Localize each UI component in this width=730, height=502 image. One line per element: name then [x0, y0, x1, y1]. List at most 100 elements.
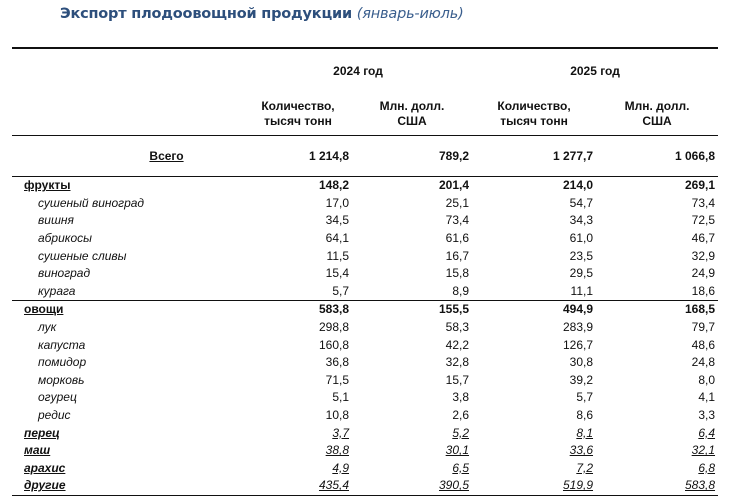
row-value: 8,9	[452, 283, 470, 298]
row-value: 2,6	[452, 408, 470, 423]
qty-header-2024: Количество, тысяч тонн	[244, 93, 352, 136]
row-value: 5,2	[452, 425, 470, 440]
row-value: 390,5	[352, 477, 473, 496]
row-value: 168,5	[596, 300, 719, 319]
row-value: 5,1	[332, 390, 349, 405]
row-label: морковь	[38, 372, 85, 387]
row-value: 4,1	[698, 390, 716, 405]
year-2025-header: 2025 год	[472, 47, 719, 93]
table-row: редис 10,8 2,6 8,6 3,3	[12, 407, 718, 425]
row-label: абрикосы	[38, 231, 92, 246]
table-row: вишня 34,5 73,4 34,3 72,5	[12, 212, 718, 230]
table-row: другие 435,4 390,5 519,9 583,8	[12, 477, 719, 496]
row-value: 11,1	[570, 283, 594, 298]
row-value: 519,9	[472, 477, 597, 496]
row-value: 15,8	[445, 266, 470, 281]
row-value: 5,7	[332, 283, 349, 298]
row-value: 42,2	[445, 337, 470, 352]
row-value: 34,3	[569, 213, 594, 228]
row-value: 23,5	[569, 248, 594, 263]
row-value: 15,4	[325, 266, 349, 281]
row-value: 61,0	[569, 231, 594, 246]
table-row: лук 298,8 58,3 283,9 79,7	[12, 319, 718, 337]
row-value: 8,0	[698, 372, 716, 387]
row-value: 4,9	[332, 460, 349, 475]
total-value: 789,2	[352, 135, 473, 177]
row-value: 126,7	[562, 337, 594, 352]
row-label: курага	[38, 283, 76, 298]
row-value: 583,8	[596, 477, 719, 496]
row-value: 79,7	[691, 320, 716, 335]
row-label: маш	[24, 443, 51, 458]
row-value: 155,5	[352, 300, 473, 319]
row-value: 33,6	[569, 443, 594, 458]
row-value: 72,5	[691, 213, 716, 228]
row-value: 160,8	[318, 337, 349, 352]
row-value: 435,4	[244, 477, 352, 496]
table-row: перец 3,7 5,2 8,1 6,4	[12, 424, 718, 442]
row-value: 16,7	[445, 248, 470, 263]
row-value: 32,8	[445, 355, 470, 370]
table-row: сушеные сливы 11,5 16,7 23,5 32,9	[12, 247, 718, 265]
row-label: перец	[24, 425, 60, 440]
row-value: 10,8	[325, 408, 349, 423]
row-label: вишня	[38, 213, 74, 228]
row-label: редис	[38, 408, 71, 423]
row-value: 494,9	[472, 300, 597, 319]
title-period: (январь-июль)	[356, 6, 464, 22]
total-value: 1 066,8	[596, 135, 719, 177]
table-row: капуста 160,8 42,2 126,7 48,6	[12, 336, 718, 354]
table-row: огурец 5,1 3,8 5,7 4,1	[12, 389, 718, 407]
table-row: маш 38,8 30,1 33,6 32,1	[12, 442, 718, 460]
row-value: 32,1	[691, 443, 716, 458]
row-label: арахис	[24, 460, 66, 475]
row-value: 30,8	[569, 355, 594, 370]
row-value: 25,1	[445, 195, 470, 210]
table-row: помидор 36,8 32,8 30,8 24,8	[12, 354, 718, 372]
table-row: виноград 15,4 15,8 29,5 24,9	[12, 265, 718, 283]
qty-header-2025: Количество, тысяч тонн	[472, 93, 597, 136]
row-value: 73,4	[691, 195, 716, 210]
table-title: Экспорт плодоовощной продукции (январь-и…	[60, 6, 464, 22]
table-row: морковь 71,5 15,7 39,2 8,0	[12, 372, 718, 390]
row-label: лук	[38, 320, 57, 335]
header-empty	[12, 47, 244, 93]
row-value: 17,0	[325, 195, 349, 210]
row-label: сушеные сливы	[38, 248, 127, 263]
table-row: арахис 4,9 6,5 7,2 6,8	[12, 460, 718, 478]
row-value: 269,1	[596, 175, 719, 195]
row-value: 583,8	[244, 300, 352, 319]
row-value: 11,5	[326, 248, 349, 263]
row-value: 54,7	[569, 195, 594, 210]
row-value: 46,7	[691, 231, 716, 246]
total-value: 1 214,8	[244, 135, 352, 177]
table-row: абрикосы 64,1 61,6 61,0 46,7	[12, 230, 718, 248]
row-value: 5,7	[576, 390, 594, 405]
row-value: 298,8	[318, 320, 349, 335]
row-value: 7,2	[576, 460, 594, 475]
row-value: 29,5	[569, 266, 594, 281]
row-value: 58,3	[445, 320, 470, 335]
row-label: помидор	[38, 355, 87, 370]
row-value: 24,9	[691, 266, 716, 281]
table-row: фрукты 148,2 201,4 214,0 269,1	[12, 175, 719, 195]
row-label: огурец	[38, 390, 77, 405]
row-value: 3,3	[698, 408, 716, 423]
row-value: 3,7	[332, 425, 349, 440]
row-value: 30,1	[445, 443, 470, 458]
export-table: 2024 год 2025 год Количество, тысяч тонн …	[12, 47, 719, 496]
row-value: 38,8	[325, 443, 349, 458]
total-label: Всего	[12, 135, 244, 177]
row-value: 32,9	[691, 248, 716, 263]
row-value: 6,8	[698, 460, 716, 475]
row-value: 6,4	[698, 425, 716, 440]
row-value: 24,8	[691, 355, 716, 370]
table-row: сушеный виноград 17,0 25,1 54,7 73,4	[12, 195, 718, 213]
table-row: курага 5,7 8,9 11,1 18,6	[12, 283, 718, 301]
usd-header-2025: Млн. долл. США	[596, 93, 719, 136]
table-row: овощи 583,8 155,5 494,9 168,5	[12, 300, 719, 319]
row-value: 71,5	[325, 372, 349, 387]
row-value: 18,6	[691, 283, 716, 298]
row-value: 61,6	[445, 231, 470, 246]
row-label: овощи	[12, 300, 244, 319]
